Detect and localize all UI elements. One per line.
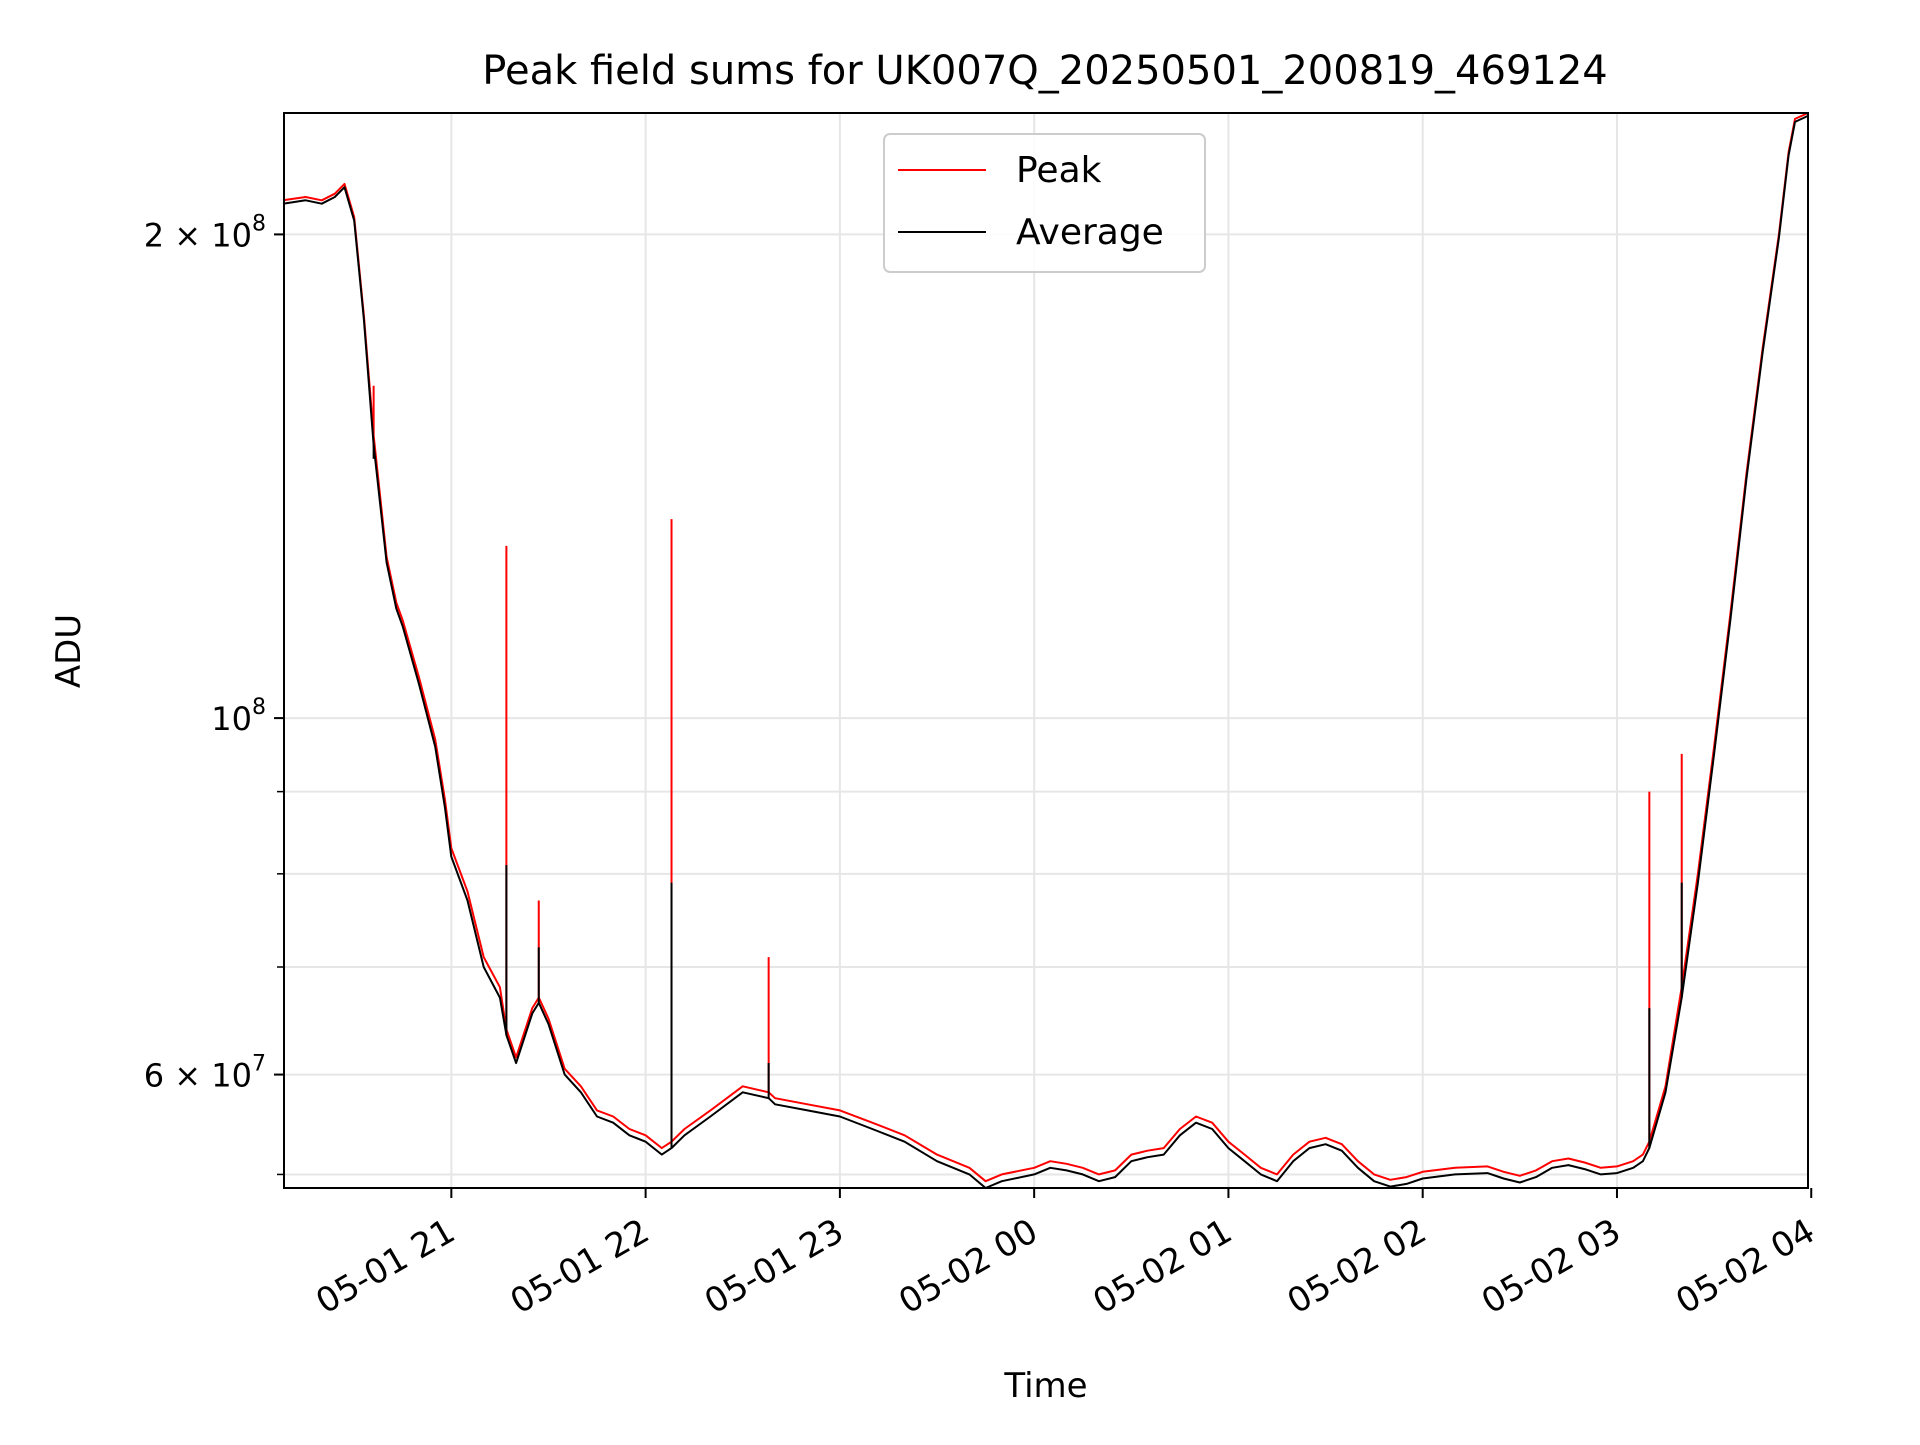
x-axis-label: Time	[1003, 1366, 1087, 1406]
legend-label-peak: Peak	[1016, 150, 1102, 191]
chart-title: Peak field sums for UK007Q_20250501_2008…	[482, 48, 1607, 94]
legend: Peak Average	[883, 133, 1206, 273]
grid-layer	[284, 113, 1808, 1188]
legend-label-average: Average	[1016, 212, 1164, 253]
series-line-peak	[282, 112, 1809, 1183]
series-layer	[282, 112, 1809, 1189]
y-tick-label: 2 × 108	[144, 211, 266, 254]
y-axis-label: ADU	[49, 614, 89, 688]
y-tick-label: 6 × 107	[144, 1052, 266, 1095]
plot-frame	[283, 112, 1809, 1189]
legend-box	[883, 133, 1206, 273]
series-line-average	[282, 114, 1809, 1189]
y-tick-label: 108	[211, 695, 266, 738]
y-axis: 2 × 108 108 6 × 107	[144, 211, 284, 1176]
